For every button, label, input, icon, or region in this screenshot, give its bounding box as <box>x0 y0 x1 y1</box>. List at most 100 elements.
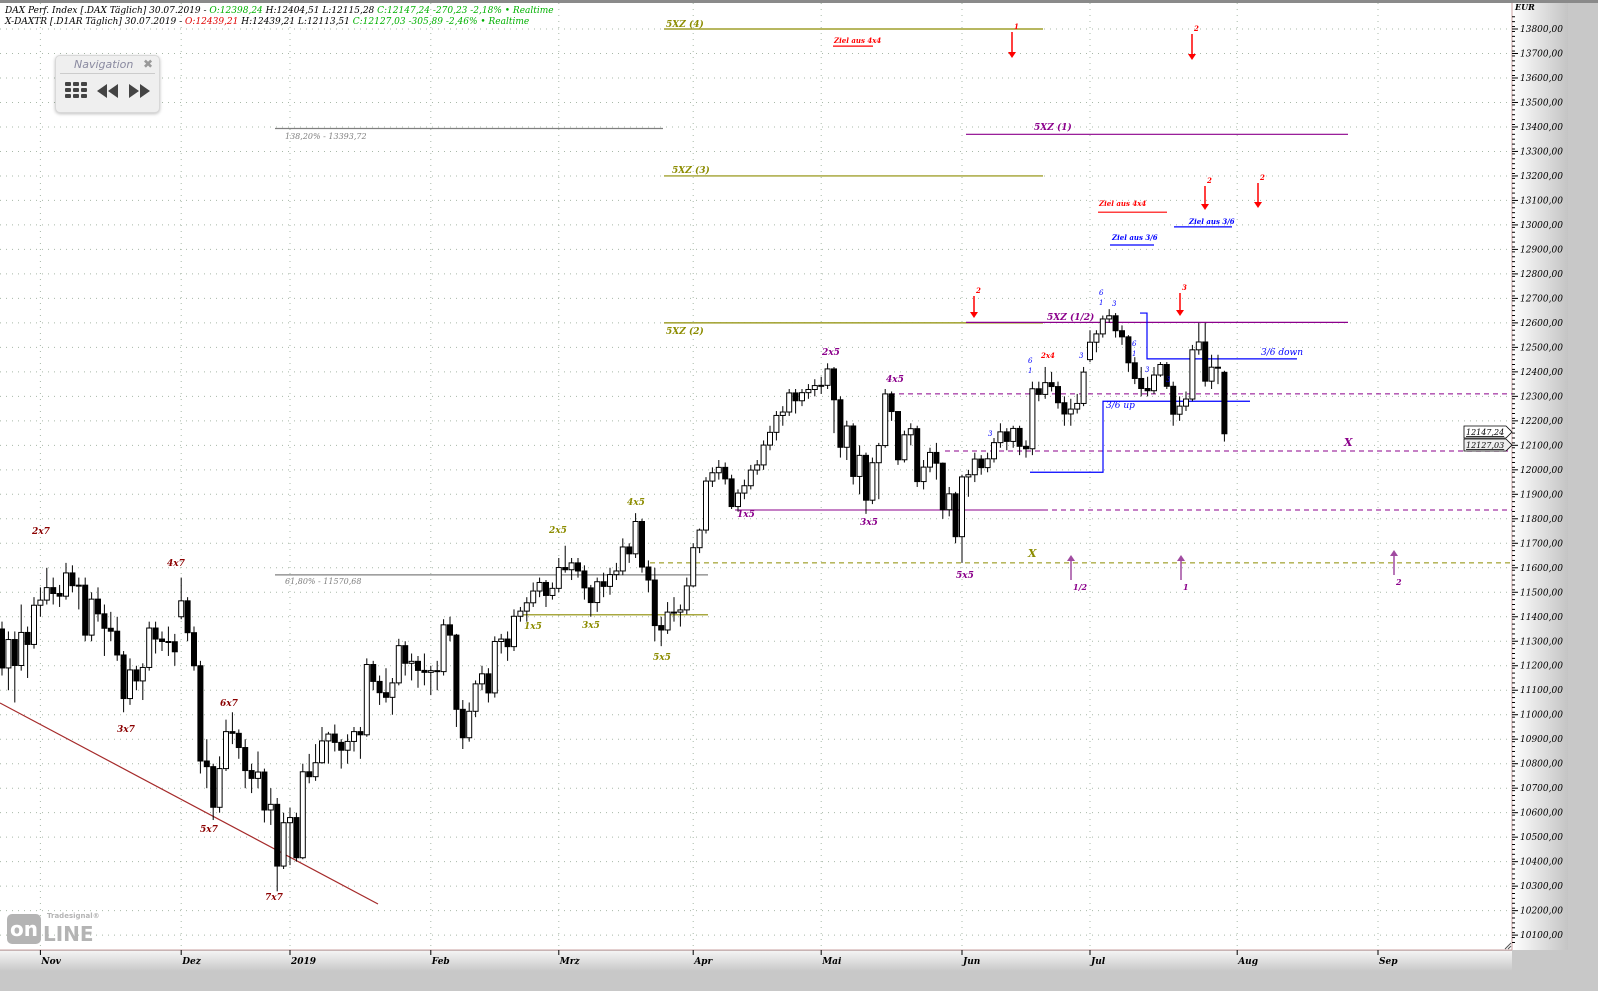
wave-label-olive-x: X <box>1027 547 1037 560</box>
candle-body <box>645 566 652 581</box>
candle-body <box>965 474 972 478</box>
candle <box>843 420 850 461</box>
candle <box>530 582 537 607</box>
candle-body <box>434 670 441 673</box>
candle-body <box>1189 349 1196 400</box>
candle-body <box>869 462 876 501</box>
candle <box>43 567 50 605</box>
y-tick-label: 10700,00 <box>1520 784 1563 794</box>
candle-body <box>159 638 165 642</box>
candle <box>991 437 997 463</box>
candle <box>1151 366 1157 394</box>
arrow-up-icon <box>1390 550 1398 556</box>
candle <box>1112 313 1119 338</box>
candle-body <box>1042 382 1049 395</box>
candle-body <box>991 442 997 460</box>
candle <box>229 712 236 745</box>
candle <box>741 479 748 500</box>
y-tick-label: 10400,00 <box>1520 858 1563 868</box>
header-daxtr-high-low: H:12439,21 L:12113,51 <box>238 17 353 27</box>
candle <box>479 665 485 691</box>
candle-body <box>31 604 37 645</box>
candle-body <box>1170 385 1177 415</box>
x-tick-label: Jul <box>1089 957 1106 967</box>
candle-body <box>1215 366 1221 369</box>
arrow-down-icon <box>1188 54 1196 60</box>
candle <box>1183 391 1189 412</box>
rewind-icon[interactable] <box>96 82 120 100</box>
candle <box>504 631 511 661</box>
candle <box>351 726 357 752</box>
y-tick-label: 13000,00 <box>1520 221 1563 231</box>
candle <box>978 455 985 475</box>
trend-line <box>0 702 379 905</box>
close-icon[interactable]: ✖ <box>142 57 153 71</box>
candle-body <box>50 587 57 594</box>
price-marker-label: 12147,24 <box>1466 428 1504 437</box>
navigation-title: Navigation <box>74 58 134 71</box>
candle <box>1099 315 1106 338</box>
candle-body <box>319 740 325 764</box>
x-tick-label: Nov <box>40 957 61 967</box>
label-ziel-3-6-a: Ziel aus 3/6 <box>1111 233 1158 242</box>
candle-body <box>223 731 229 770</box>
candle <box>18 604 25 671</box>
arrow-down-icon <box>1254 202 1262 208</box>
candle-body <box>690 547 697 587</box>
x-tick-label: Apr <box>693 957 713 967</box>
candle <box>517 606 524 622</box>
candle-body <box>523 602 530 612</box>
candle-body <box>639 520 645 568</box>
candle-body <box>107 627 114 632</box>
candle <box>165 626 172 656</box>
candle-body <box>581 570 588 589</box>
candle-body <box>818 384 825 387</box>
navigation-panel[interactable]: Navigation ✖ <box>55 55 160 113</box>
candle <box>760 440 767 470</box>
candle-body <box>1144 388 1151 392</box>
x-tick-label: 2019 <box>290 957 317 967</box>
candle-body <box>901 434 908 461</box>
candle <box>114 616 121 661</box>
candle <box>850 423 857 485</box>
y-tick-label: 10300,00 <box>1520 882 1563 892</box>
candle <box>1221 370 1228 442</box>
fast-forward-icon[interactable] <box>127 82 151 100</box>
candle <box>1157 362 1164 377</box>
candle <box>242 739 249 789</box>
candle <box>677 604 684 627</box>
price-axis <box>1512 0 1568 950</box>
candle-body <box>607 574 613 587</box>
y-tick-label: 11300,00 <box>1520 637 1563 647</box>
label-ziel-4x4-b: Ziel aus 4x4 <box>1098 199 1146 208</box>
candle-body <box>1125 336 1132 364</box>
count-label-b6c: 6 <box>1132 340 1137 348</box>
candle <box>344 734 351 764</box>
candle-body <box>75 584 82 587</box>
grid-icon[interactable] <box>65 82 89 100</box>
candle-body <box>875 445 882 464</box>
candle-body <box>1119 330 1125 338</box>
candle <box>786 389 793 416</box>
candle-body <box>229 731 236 734</box>
candle <box>568 557 575 581</box>
header-daxtr-prefix: X-DAXTR [.D1AR Täglich] 30.07.2019 - <box>5 17 186 27</box>
candle <box>1055 381 1061 409</box>
candle <box>1029 381 1036 456</box>
candle-body <box>562 567 569 571</box>
candle-body <box>837 399 844 448</box>
candle <box>1208 354 1215 390</box>
candle-body <box>504 638 511 648</box>
candle <box>575 557 581 578</box>
candle <box>159 631 165 652</box>
resize-grip-icon[interactable] <box>1504 942 1512 950</box>
candle <box>37 587 44 617</box>
candle <box>959 474 965 563</box>
arrow-down-icon <box>1176 310 1184 316</box>
candle <box>459 700 466 750</box>
candle <box>1131 357 1138 385</box>
candle <box>946 486 953 517</box>
header-daxtr-close: C:12127,03 -305,89 -2,46% • Realtime <box>352 17 530 27</box>
count-label-b3a: 3 <box>988 430 993 438</box>
